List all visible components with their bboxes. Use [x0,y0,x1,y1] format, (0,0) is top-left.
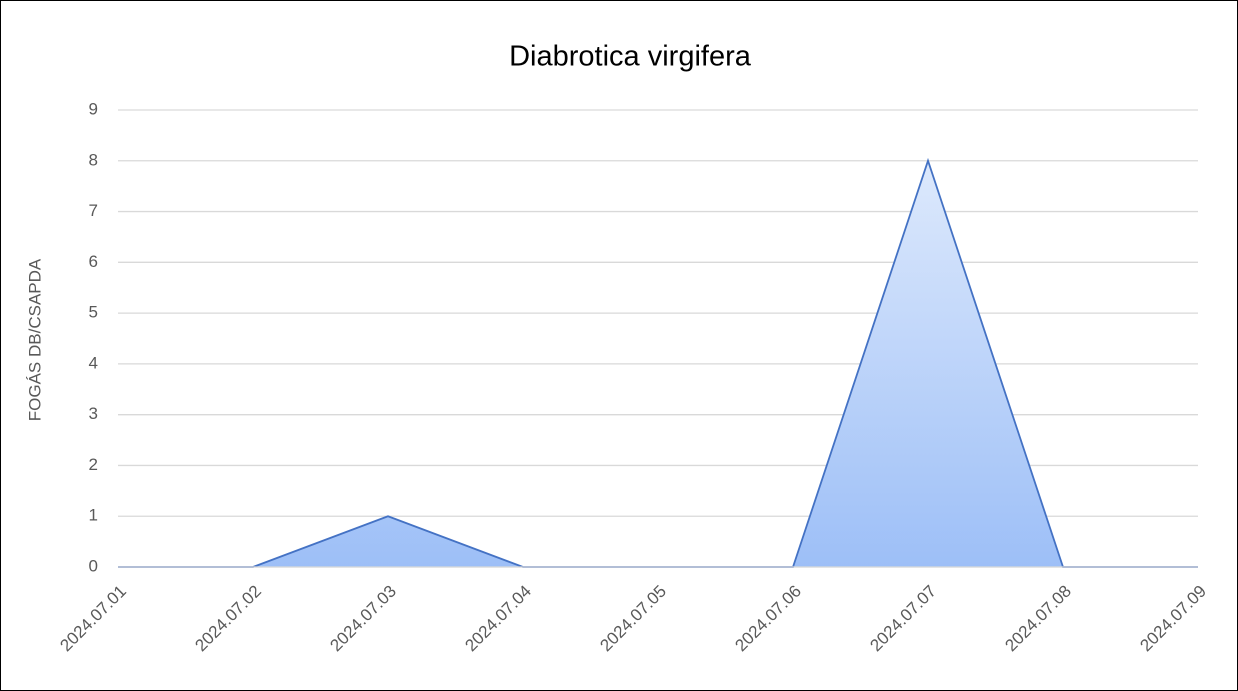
y-tick-label: 5 [89,303,98,322]
y-tick-label: 8 [89,150,98,169]
y-tick-label: 9 [89,99,98,118]
y-tick-label: 1 [89,506,98,525]
y-axis-label: FOGÁS DB/CSAPDA [25,258,44,421]
y-tick-label: 0 [89,556,98,575]
y-tick-label: 6 [89,252,98,271]
y-tick-label: 7 [89,201,98,220]
y-tick-label: 3 [89,404,98,423]
area [118,160,1198,567]
chart-title: Diabrotica virgifera [509,41,752,73]
y-tick-label: 2 [89,455,98,474]
y-tick-label: 4 [89,353,98,372]
